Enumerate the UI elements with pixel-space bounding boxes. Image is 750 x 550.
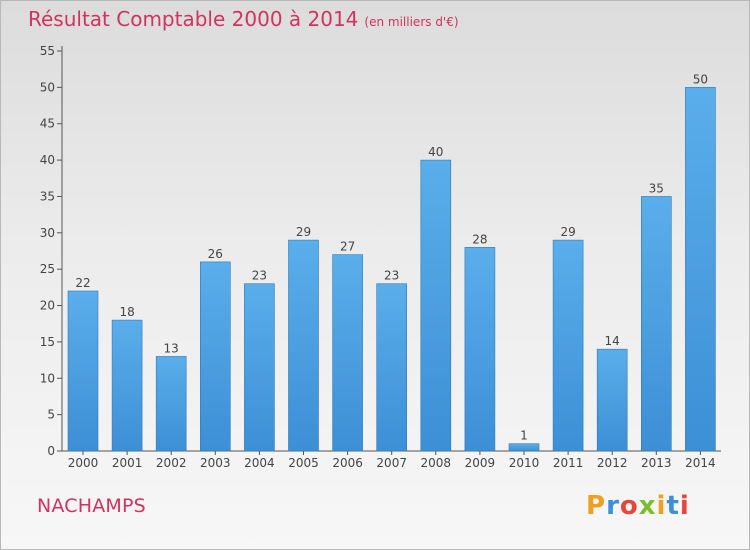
y-tick-label: 45 (40, 117, 55, 131)
x-tick-label: 2009 (465, 456, 496, 470)
x-tick-label: 2005 (288, 456, 319, 470)
logo-letter: i (679, 491, 690, 521)
y-tick-label: 50 (40, 80, 55, 94)
x-tick-label: 2013 (641, 456, 672, 470)
x-tick-label: 2002 (156, 456, 187, 470)
bar (640, 196, 672, 452)
bar (596, 348, 628, 452)
y-tick-label: 40 (40, 153, 55, 167)
y-tick-label: 15 (40, 335, 55, 349)
chart-subtitle: (en milliers d'€) (364, 15, 459, 29)
x-tick-label: 2014 (685, 456, 716, 470)
bar (288, 239, 319, 452)
x-tick-label: 2008 (421, 456, 452, 470)
y-tick-label: 30 (40, 226, 55, 240)
x-tick-label: 2003 (200, 456, 231, 470)
bar-value-label: 23 (384, 269, 399, 283)
x-tick-label: 2010 (509, 456, 540, 470)
proxiti-logo: Proxiti (586, 491, 690, 521)
logo-letter: x (638, 491, 657, 521)
bar-value-label: 13 (164, 341, 179, 355)
logo-letter: P (586, 491, 607, 521)
bar (508, 443, 540, 452)
bar (376, 283, 408, 452)
x-tick-label: 2001 (112, 456, 143, 470)
bar (111, 319, 143, 452)
logo-letter: o (619, 491, 639, 521)
chart-title: Résultat Comptable 2000 à 2014 (en millie… (28, 7, 459, 31)
chart-title-main: Résultat Comptable 2000 à 2014 (28, 7, 359, 31)
bar-value-label: 1 (520, 429, 528, 443)
bar-value-label: 50 (693, 72, 708, 86)
bar-value-label: 29 (296, 225, 311, 239)
bar-value-label: 28 (472, 232, 487, 246)
logo-letter: r (606, 491, 620, 521)
bar-value-label: 18 (119, 305, 134, 319)
x-tick-label: 2007 (376, 456, 407, 470)
bar (464, 247, 496, 452)
bar-value-label: 29 (560, 225, 575, 239)
bar-value-label: 35 (649, 181, 664, 195)
y-tick-label: 25 (40, 262, 55, 276)
y-tick-label: 20 (40, 299, 55, 313)
bar-value-label: 26 (208, 247, 223, 261)
bar (67, 290, 99, 452)
bar-value-label: 23 (252, 269, 267, 283)
bar (552, 239, 584, 452)
bar (685, 87, 716, 452)
y-tick-label: 35 (40, 189, 55, 203)
bar (244, 283, 275, 452)
bar-value-label: 27 (340, 240, 355, 254)
logo-letter: t (666, 491, 680, 521)
y-tick-label: 55 (40, 44, 55, 58)
bar-value-label: 40 (428, 145, 443, 159)
logo-letter: i (656, 491, 667, 521)
bar (155, 356, 187, 452)
bar (420, 159, 452, 452)
bar (200, 261, 231, 452)
y-tick-label: 5 (47, 408, 55, 422)
x-tick-label: 2012 (597, 456, 628, 470)
y-tick-label: 10 (40, 371, 55, 385)
bar-value-label: 14 (605, 334, 620, 348)
x-tick-label: 2006 (332, 456, 363, 470)
x-tick-label: 2000 (68, 456, 99, 470)
bar-value-label: 22 (75, 276, 90, 290)
commune-name: NACHAMPS (37, 495, 146, 517)
bar (332, 254, 363, 452)
x-tick-label: 2011 (553, 456, 584, 470)
y-tick-label: 0 (47, 444, 55, 458)
x-tick-label: 2004 (244, 456, 275, 470)
